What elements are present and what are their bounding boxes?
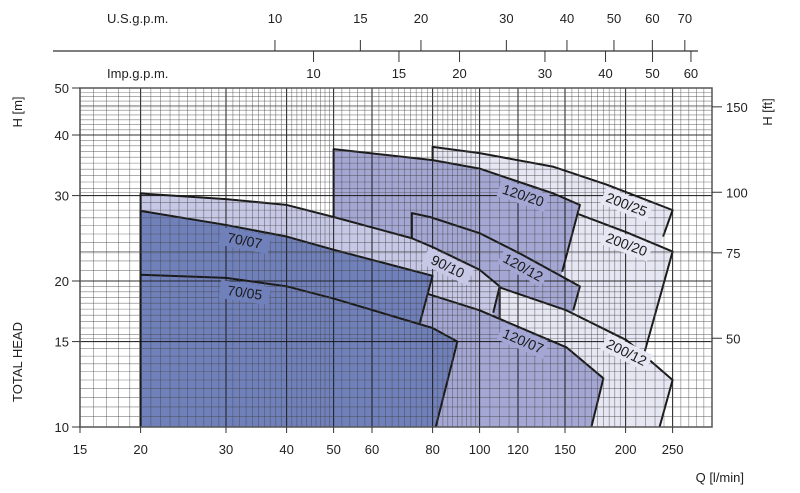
top-tick-label: 70 xyxy=(678,11,692,26)
x-tick-label: 60 xyxy=(365,442,379,457)
y2-tick-label: 50 xyxy=(726,331,740,346)
top-tick-label: 30 xyxy=(499,11,513,26)
pump-label-background xyxy=(600,186,654,222)
pump-label-background xyxy=(496,178,550,212)
x-axis-label: Q [l/min] xyxy=(696,470,744,485)
y-tick-label: 50 xyxy=(55,81,69,96)
grid xyxy=(79,87,713,428)
x-tick-label: 15 xyxy=(73,442,87,457)
pump-label-group: 70/05 xyxy=(218,280,271,305)
y-tick-label: 10 xyxy=(55,420,69,435)
x-tick-label: 80 xyxy=(425,442,439,457)
top-tick-label: 40 xyxy=(560,11,574,26)
pump-label: 70/05 xyxy=(226,282,263,303)
us-gpm-label: U.S.g.p.m. xyxy=(107,11,168,26)
x-tick-label: 150 xyxy=(554,442,576,457)
top-tick-label: 30 xyxy=(538,66,552,81)
top-tick-label: 20 xyxy=(414,11,428,26)
pump-label-background xyxy=(600,333,654,372)
y-axis-title: TOTAL HEAD xyxy=(10,322,25,402)
pump-label-background xyxy=(496,247,550,288)
x-tick-label: 40 xyxy=(279,442,293,457)
top-tick-label: 15 xyxy=(353,11,367,26)
top-tick-label: 40 xyxy=(598,66,612,81)
top-tick-label: 60 xyxy=(645,11,659,26)
top-tick-label: 50 xyxy=(645,66,659,81)
pump-label-background xyxy=(218,226,272,255)
imp-gpm-label: Imp.g.p.m. xyxy=(107,66,168,81)
x-tick-label: 250 xyxy=(662,442,684,457)
y-tick-label: 20 xyxy=(55,274,69,289)
y-axis-label: H [m] xyxy=(10,96,25,127)
axes: 15 20 30 40 50 60 80 100 120 150 200 250 Q [l/min] 10… xyxy=(10,11,775,485)
top-tick-label: 15 xyxy=(392,66,406,81)
pump-area-70-05 xyxy=(139,273,459,428)
pump-label-background xyxy=(600,227,654,262)
top-tick-label: 10 xyxy=(306,66,320,81)
pump-label-background xyxy=(218,280,271,305)
y2-tick-label: 100 xyxy=(726,185,748,200)
top-tick-label: 10 xyxy=(268,11,282,26)
x-tick-label: 200 xyxy=(615,442,637,457)
top-tick-label: 20 xyxy=(452,66,466,81)
pump-curve-line xyxy=(139,273,459,428)
pump-label-background xyxy=(496,322,550,359)
y-tick-label: 40 xyxy=(55,128,69,143)
top-tick-label: 60 xyxy=(684,66,698,81)
pump-label: 70/07 xyxy=(226,229,264,251)
x-tick-label: 30 xyxy=(219,442,233,457)
y2-tick-label: 150 xyxy=(726,100,748,115)
y-tick-label: 30 xyxy=(55,189,69,204)
pump-label-background xyxy=(421,247,475,286)
plot-border xyxy=(79,87,713,428)
x-tick-label: 20 xyxy=(133,442,147,457)
x-tick-label: 120 xyxy=(507,442,529,457)
top-tick-label: 50 xyxy=(607,11,621,26)
x-tick-label: 50 xyxy=(326,442,340,457)
x-tick-label: 100 xyxy=(469,442,491,457)
y2-axis-label: H [ft] xyxy=(760,98,775,125)
y2-tick-label: 75 xyxy=(726,246,740,261)
pump-label-group: 70/07 xyxy=(218,226,272,255)
y-tick-label: 15 xyxy=(55,335,69,350)
